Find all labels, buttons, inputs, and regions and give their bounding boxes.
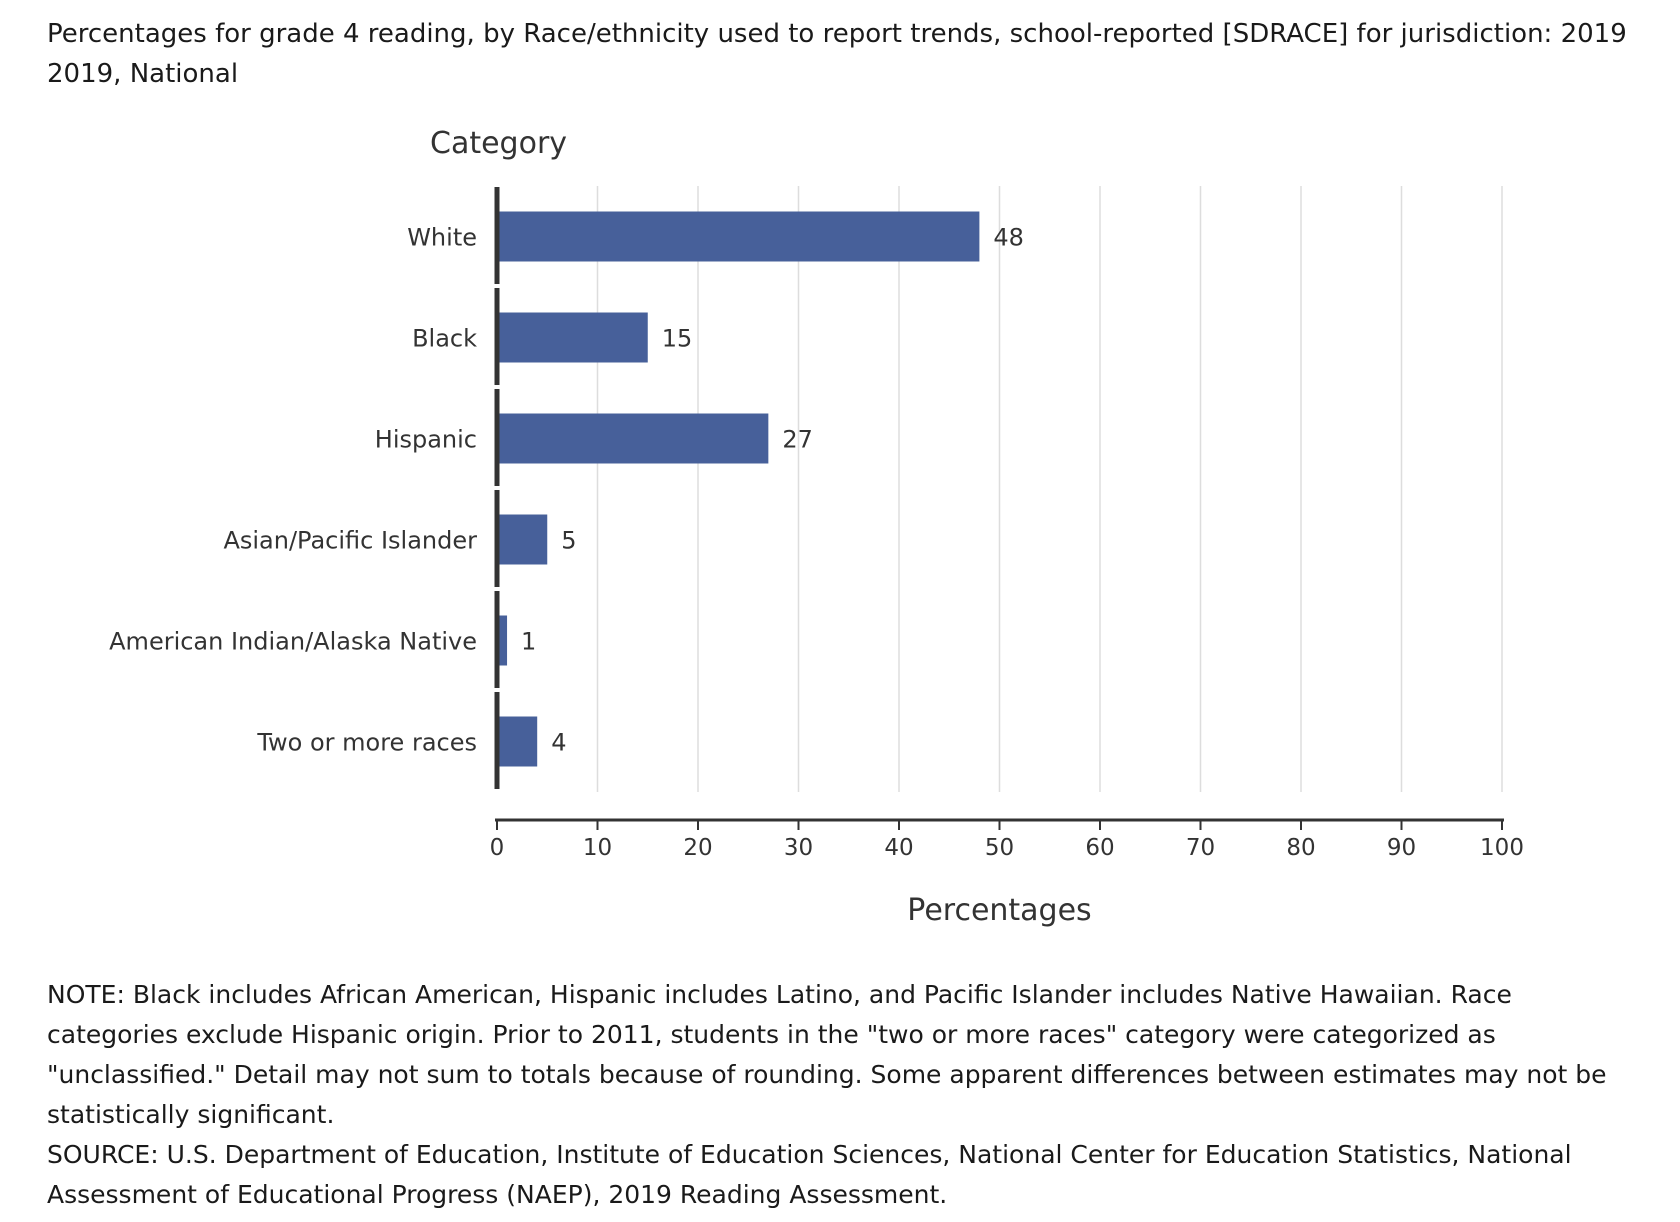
note-line-3: "unclassified." Detail may not sum to to… (47, 1060, 1607, 1089)
bar-1 (497, 312, 648, 363)
bars (497, 211, 980, 767)
x-tick-label-0: 0 (490, 835, 505, 861)
note-line-2: categories exclude Hispanic origin. Prio… (47, 1020, 1496, 1049)
x-tick-label-60: 60 (1085, 835, 1114, 861)
category-label-5: Two or more races (256, 729, 477, 757)
note-line-1: NOTE: Black includes African American, H… (47, 980, 1512, 1009)
category-label-0: White (407, 224, 477, 252)
note-line-4: statistically significant. (47, 1100, 335, 1129)
value-label-0: 48 (993, 224, 1024, 252)
chart-notes: NOTE: Black includes African American, H… (47, 975, 1667, 1215)
source-line-2: Assessment of Educational Progress (NAEP… (47, 1180, 948, 1209)
x-tick-label-30: 30 (784, 835, 813, 861)
chart-title-line-1: Percentages for grade 4 reading, by Race… (47, 19, 1627, 49)
value-label-5: 4 (551, 729, 566, 757)
value-label-2: 27 (782, 426, 813, 454)
bar-0 (497, 211, 980, 262)
x-tick-label-40: 40 (884, 835, 913, 861)
value-label-3: 5 (561, 527, 576, 555)
x-tick-label-70: 70 (1186, 835, 1215, 861)
x-tick-label-20: 20 (683, 835, 712, 861)
value-label-4: 1 (521, 628, 536, 656)
x-tick-label-10: 10 (583, 835, 612, 861)
category-label-2: Hispanic (375, 426, 477, 454)
x-tick-label-80: 80 (1286, 835, 1315, 861)
category-label-1: Black (412, 325, 477, 353)
x-tick-label-100: 100 (1480, 835, 1524, 861)
bar-4 (497, 615, 508, 666)
chart-title: Percentages for grade 4 reading, by Race… (47, 14, 1647, 94)
x-tick-label-90: 90 (1387, 835, 1416, 861)
axes (494, 187, 1504, 830)
grid-lines (596, 186, 1503, 792)
category-axis-title: Category (430, 126, 567, 161)
bar-2 (497, 413, 769, 464)
category-label-4: American Indian/Alaska Native (109, 628, 477, 656)
source-line-1: SOURCE: U.S. Department of Education, In… (47, 1140, 1572, 1169)
value-label-1: 15 (662, 325, 693, 353)
x-axis-title: Percentages (907, 893, 1091, 928)
bar-3 (497, 514, 548, 565)
category-label-3: Asian/Pacific Islander (223, 527, 477, 555)
bar-5 (497, 716, 538, 767)
chart-title-line-2: 2019, National (47, 59, 239, 89)
x-tick-label-50: 50 (985, 835, 1014, 861)
